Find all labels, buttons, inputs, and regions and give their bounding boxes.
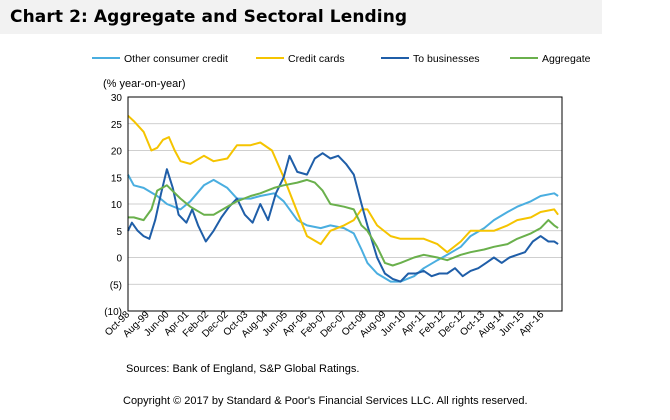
y-tick-label: 0 (116, 254, 122, 265)
series-line-1 (127, 114, 559, 254)
series-line-0 (127, 174, 559, 283)
chart-title: Chart 2: Aggregate and Sectoral Lending (10, 7, 408, 27)
y-tick-label: 25 (111, 120, 123, 131)
y-tick-label: 15 (111, 173, 123, 184)
title-band (0, 0, 602, 34)
y-tick-label: 10 (111, 200, 123, 211)
legend-label: Credit cards (288, 53, 345, 65)
copyright-note: Copyright © 2017 by Standard & Poor's Fi… (123, 395, 528, 407)
source-note: Sources: Bank of England, S&P Global Rat… (126, 363, 360, 375)
x-axis-ticks: Oct-98Aug-99Jun-00Apr-01Feb-02Dec-02Oct-… (103, 309, 547, 340)
y-axis-label: (% year-on-year) (103, 78, 186, 90)
legend-label: To businesses (413, 53, 480, 65)
y-tick-label: (10) (104, 307, 122, 318)
gridlines (128, 96, 562, 312)
y-axis-ticks: (10) (5) 0 5 10 15 20 25 30 (104, 93, 122, 318)
chart-legend: Other consumer credit Credit cards To busi… (92, 53, 591, 65)
y-tick-label: (5) (110, 280, 122, 291)
series-lines (127, 114, 559, 283)
legend-label: Other consumer credit (124, 53, 228, 65)
legend-label: Aggregate (542, 53, 591, 65)
y-tick-label: 20 (111, 147, 123, 158)
series-line-3 (128, 178, 559, 267)
y-tick-label: 30 (111, 93, 123, 104)
series-line-2 (127, 152, 559, 283)
y-tick-label: 5 (116, 227, 122, 238)
plot-area-frame (127, 96, 563, 312)
